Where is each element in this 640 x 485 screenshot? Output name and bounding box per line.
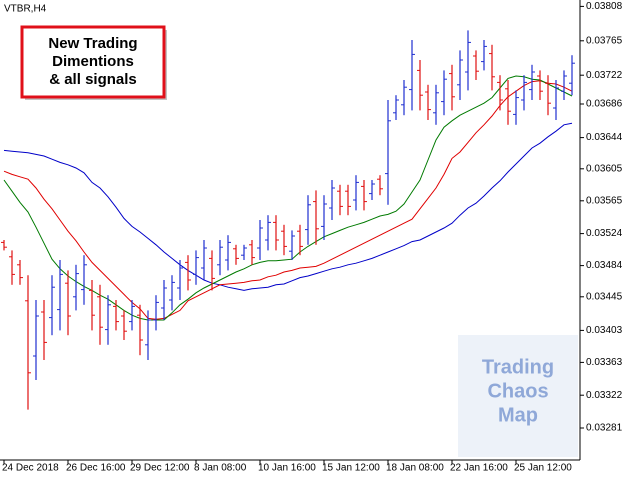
x-tick-label: 22 Jan 16:00 [450, 463, 508, 474]
watermark: Trading Chaos Map [458, 335, 578, 457]
y-tick-label: 0.03565 [586, 195, 623, 206]
annotation-line: New Trading [48, 35, 137, 52]
annotation-frame [20, 25, 166, 99]
y-tick-label: 0.03281 [586, 423, 623, 434]
x-tick-label: 8 Jan 08:00 [194, 463, 247, 474]
x-tick-label: 10 Jan 16:00 [258, 463, 316, 474]
y-tick-label: 0.03445 [586, 291, 623, 302]
x-tick-label: 29 Dec 12:00 [130, 463, 190, 474]
watermark-bg [458, 335, 578, 457]
watermark-text: Map [498, 404, 538, 426]
annotation-line: & all signals [49, 71, 137, 88]
y-tick-label: 0.03605 [586, 163, 623, 174]
moving-average [3, 80, 573, 320]
x-tick-label: 25 Jan 12:00 [514, 463, 572, 474]
moving-average [3, 122, 573, 291]
x-tick-label: 24 Dec 2018 [2, 463, 59, 474]
moving-average [3, 75, 573, 321]
x-tick-label: 26 Dec 16:00 [66, 463, 126, 474]
watermark-text: Chaos [487, 380, 548, 402]
plot-area [1, 30, 575, 410]
y-tick-label: 0.03644 [586, 132, 623, 143]
y-tick-label: 0.03403 [586, 325, 623, 336]
y-tick-label: 0.03765 [586, 35, 623, 46]
annotation-line: Dimentions [52, 53, 134, 70]
y-tick-label: 0.03686 [586, 99, 623, 110]
symbol-title: VTBR,H4 [4, 4, 47, 15]
y-tick-label: 0.03484 [586, 260, 623, 271]
x-tick-label: 18 Jan 08:00 [386, 463, 444, 474]
annotation-box: New Trading Dimentions & all signals [20, 25, 167, 100]
y-tick-label: 0.03363 [586, 357, 623, 368]
y-tick-label: 0.03808 [586, 1, 623, 12]
y-tick-label: 0.03722 [586, 70, 623, 81]
watermark-text: Trading [482, 356, 554, 378]
y-tick-label: 0.03322 [586, 390, 623, 401]
x-tick-label: 15 Jan 12:00 [322, 463, 380, 474]
y-tick-label: 0.03524 [586, 228, 623, 239]
